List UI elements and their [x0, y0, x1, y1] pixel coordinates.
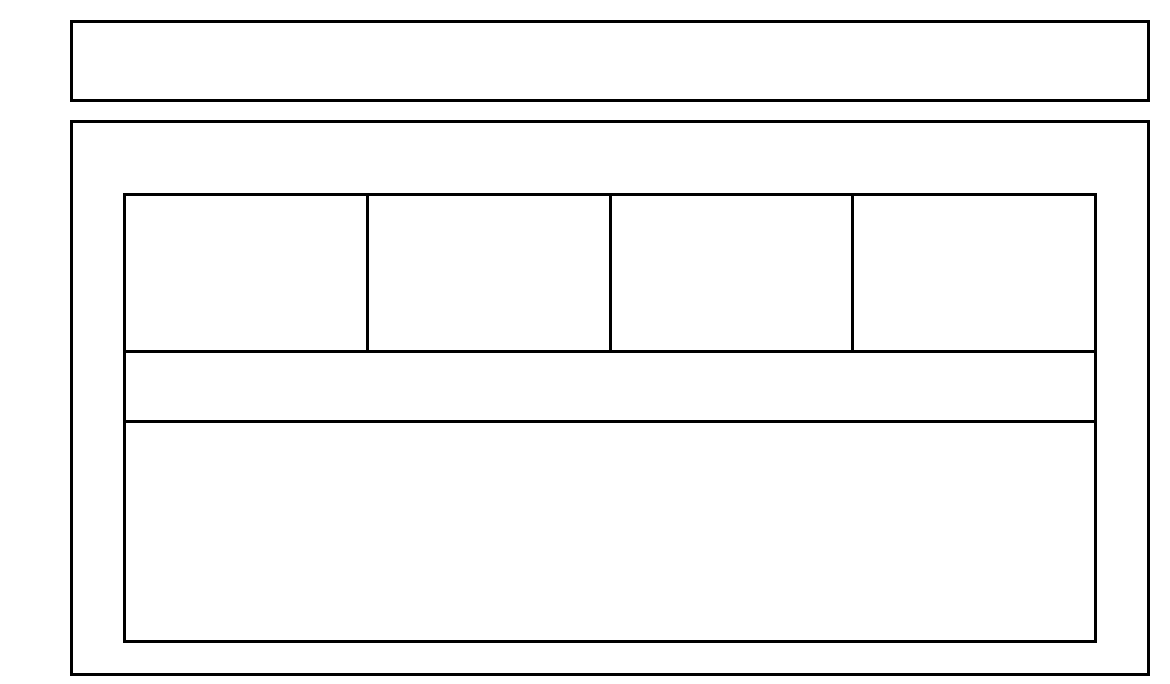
backend-row [123, 423, 1097, 643]
services-row [123, 193, 1097, 353]
service-usage-analytics [369, 193, 612, 353]
data-system-box [70, 120, 1150, 676]
views-row [123, 353, 1097, 423]
applications-box [70, 20, 1150, 102]
diagram-canvas [0, 0, 1170, 684]
service-crud [854, 193, 1097, 353]
inner-grid [123, 193, 1097, 637]
service-insights-recommendations [612, 193, 855, 353]
service-indexing-search [123, 193, 369, 353]
